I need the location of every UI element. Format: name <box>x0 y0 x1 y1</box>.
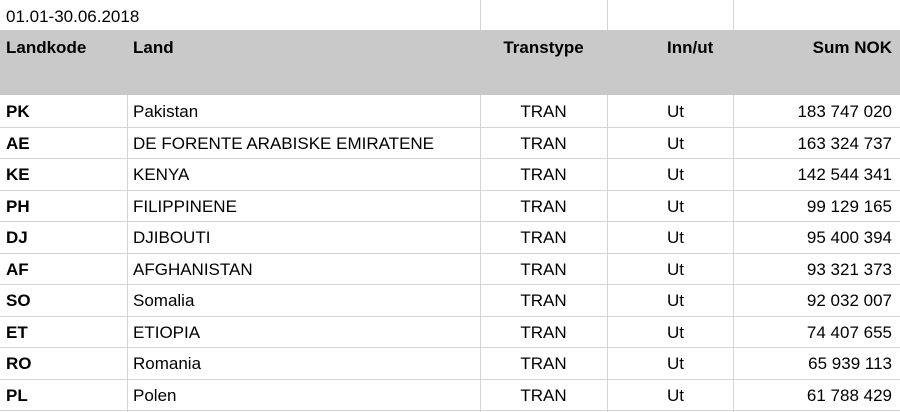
table-cell: Romania <box>133 354 202 373</box>
column-header: Land <box>133 38 174 57</box>
country-code: KE <box>6 165 30 184</box>
grid-line <box>0 190 900 191</box>
table-cell: TRAN <box>520 102 567 121</box>
table-cell: TRAN <box>520 322 567 342</box>
grid-line <box>0 347 900 348</box>
country-code: PL <box>6 385 28 405</box>
table-cell: Ut <box>667 133 684 153</box>
table-cell: TRAN <box>520 228 567 247</box>
grid-line <box>0 379 900 380</box>
table-cell: 61 788 429 <box>806 385 892 405</box>
country-code: SO <box>6 291 31 310</box>
table-cell: Ut <box>667 354 684 373</box>
table-cell: Ut <box>667 165 684 184</box>
country-code: PK <box>6 102 30 121</box>
grid-line <box>0 253 900 254</box>
table-cell: Ut <box>667 102 684 121</box>
column-header: Inn/ut <box>667 38 714 57</box>
table-cell: 183 747 020 <box>797 102 892 121</box>
grid-line <box>480 0 481 30</box>
grid-line <box>0 316 900 317</box>
country-code: RO <box>6 354 32 373</box>
column-header: Transtype <box>503 38 584 57</box>
table-cell: 99 129 165 <box>806 196 892 216</box>
country-code: AE <box>6 133 30 153</box>
grid-line <box>0 284 900 285</box>
table-cell: DJIBOUTI <box>133 228 211 247</box>
table-cell: 74 407 655 <box>806 322 892 342</box>
table-cell: Ut <box>667 322 684 342</box>
header-row <box>0 30 900 95</box>
table-cell: Ut <box>667 259 684 279</box>
country-code: ET <box>6 322 28 342</box>
country-code: AF <box>6 259 29 279</box>
table-cell: AFGHANISTAN <box>133 259 253 279</box>
column-header: Landkode <box>6 38 87 57</box>
table-cell: TRAN <box>520 165 567 184</box>
table-cell: TRAN <box>520 196 567 216</box>
table-cell: Somalia <box>133 291 195 310</box>
table-cell: TRAN <box>520 385 567 405</box>
table-cell: ETIOPIA <box>133 322 201 342</box>
table-cell: Ut <box>667 228 684 247</box>
table-cell: Polen <box>133 385 177 405</box>
country-code: PH <box>6 196 30 216</box>
table-cell: TRAN <box>520 354 567 373</box>
grid-line <box>0 221 900 222</box>
table-cell: Ut <box>667 196 684 216</box>
table-cell: DE FORENTE ARABISKE EMIRATENE <box>133 133 435 153</box>
table-cell: 163 324 737 <box>797 133 892 153</box>
grid-line <box>0 158 900 159</box>
table-cell: KENYA <box>133 165 190 184</box>
table-cell: TRAN <box>520 291 567 310</box>
table-cell: Ut <box>667 385 684 405</box>
table-cell: FILIPPINENE <box>133 196 237 216</box>
table-cell: 95 400 394 <box>806 228 892 247</box>
table-cell: 92 032 007 <box>806 291 892 310</box>
table-cell: 65 939 113 <box>808 354 892 373</box>
table-cell: Ut <box>667 291 684 310</box>
table-cell: 93 321 373 <box>806 259 892 279</box>
table-cell: TRAN <box>520 133 567 153</box>
grid-line <box>0 410 900 411</box>
table-cell: Pakistan <box>133 102 199 121</box>
grid-line <box>0 127 900 128</box>
grid-line <box>733 0 734 30</box>
period-cell: 01.01-30.06.2018 <box>6 7 140 26</box>
table-cell: 142 544 341 <box>797 165 892 184</box>
table-cell: TRAN <box>520 259 567 279</box>
column-header: Sum NOK <box>812 38 892 57</box>
grid-line <box>607 0 608 30</box>
country-code: DJ <box>6 228 28 247</box>
